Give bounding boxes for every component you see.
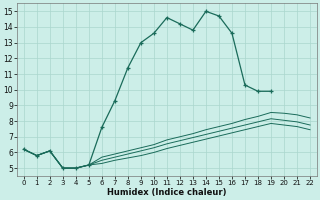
X-axis label: Humidex (Indice chaleur): Humidex (Indice chaleur): [107, 188, 227, 197]
